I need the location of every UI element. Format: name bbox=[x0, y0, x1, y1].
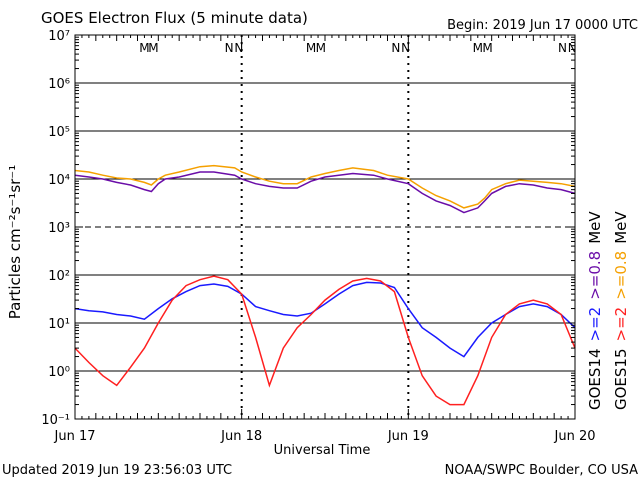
marker-label: M bbox=[316, 41, 326, 55]
marker-label: M bbox=[139, 41, 149, 55]
x-tick-label: Jun 20 bbox=[554, 429, 596, 444]
legend-entry: GOES14 bbox=[586, 348, 604, 410]
marker-label: M bbox=[482, 41, 492, 55]
updated-timestamp: Updated 2019 Jun 19 23:56:03 UTC bbox=[2, 463, 232, 478]
plot-area bbox=[75, 35, 575, 419]
legend-entry: GOES15 bbox=[612, 348, 630, 410]
y-tick-label: 10⁷ bbox=[48, 29, 70, 44]
marker-label: N bbox=[558, 41, 567, 55]
x-tick-label: Jun 19 bbox=[387, 429, 429, 444]
series-line-1 bbox=[74, 171, 576, 214]
x-tick-label: Jun 17 bbox=[54, 429, 96, 444]
credit-text: NOAA/SWPC Boulder, CO USA bbox=[445, 463, 638, 478]
legend-entry: >=0.8 bbox=[612, 251, 630, 300]
marker-label: N bbox=[391, 41, 400, 55]
marker-label: M bbox=[473, 41, 483, 55]
marker-label: N bbox=[225, 41, 234, 55]
legend-entry: >=2 bbox=[586, 307, 604, 342]
marker-label: N bbox=[401, 41, 410, 55]
begin-date: Begin: 2019 Jun 17 0000 UTC bbox=[447, 18, 638, 33]
marker-label: M bbox=[306, 41, 316, 55]
legend-entry: >=2 bbox=[612, 307, 630, 342]
y-tick-label: 10¹ bbox=[48, 317, 70, 332]
y-tick-label: 10⁻¹ bbox=[41, 413, 70, 428]
legend-entry: >=0.8 bbox=[586, 251, 604, 300]
series-line-3 bbox=[74, 275, 576, 406]
legend-goes15-column: GOES15 >=2 >=0.8 MeV bbox=[612, 211, 630, 410]
legend-entry: MeV bbox=[586, 211, 604, 244]
y-tick-label: 10⁰ bbox=[48, 365, 70, 380]
y-tick-label: 10⁴ bbox=[48, 173, 70, 188]
y-tick-label: 10⁵ bbox=[48, 125, 70, 140]
series-layer bbox=[74, 164, 576, 406]
y-tick-label: 10⁶ bbox=[48, 77, 70, 92]
legend-goes14-column: GOES14 >=2 >=0.8 MeV bbox=[586, 211, 604, 410]
legend-entry: MeV bbox=[612, 211, 630, 244]
series-line-0 bbox=[74, 164, 576, 209]
legend: GOES14 >=2 >=0.8 MeV GOES15 >=2 >=0.8 MeV bbox=[586, 211, 630, 410]
y-axis-label: Particles cm⁻²s⁻¹sr⁻¹ bbox=[6, 165, 24, 319]
chart-title: GOES Electron Flux (5 minute data) bbox=[41, 9, 308, 27]
marker-label: M bbox=[148, 41, 158, 55]
marker-label: N bbox=[234, 41, 243, 55]
axes-layer: 10⁻¹ 10⁰ 10¹ 10² 10³ 10⁴ 10⁵ 10⁶ 10⁷ Jun 17 Jun 18… bbox=[41, 29, 595, 444]
x-axis-label: Universal Time bbox=[274, 443, 371, 458]
y-tick-label: 10² bbox=[48, 269, 70, 284]
y-tick-label: 10³ bbox=[48, 221, 70, 236]
marker-label: N bbox=[568, 41, 577, 55]
x-tick-label: Jun 18 bbox=[220, 429, 262, 444]
series-line-2 bbox=[74, 281, 576, 358]
